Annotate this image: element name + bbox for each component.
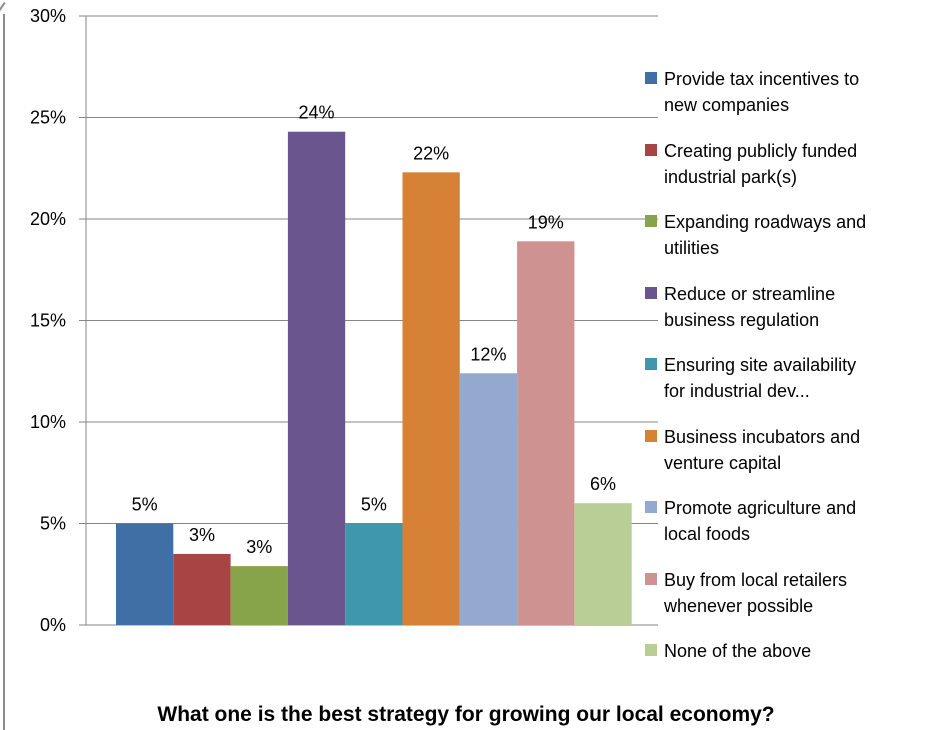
data-label: 3% — [246, 537, 272, 557]
legend-swatch — [645, 143, 657, 156]
y-tick-label: 30% — [30, 6, 66, 26]
legend-item: Reduce or streamline business regulation — [645, 281, 930, 333]
frame-left-border — [3, 14, 5, 730]
legend-label: Expanding roadways and utilities — [664, 212, 867, 258]
bar — [116, 523, 174, 625]
data-label: 22% — [413, 143, 449, 163]
data-labels: 5% 3% 3% 24% 5% 22% 12% 19% 6% — [132, 103, 616, 557]
legend-item: Expanding roadways and utilities — [645, 209, 930, 261]
bar — [402, 172, 460, 625]
legend-label: Business incubators and venture capital — [664, 426, 861, 473]
legend-item: Business incubators and venture capital — [645, 424, 930, 476]
bar — [459, 373, 518, 625]
data-label: 24% — [299, 103, 335, 123]
bar — [287, 131, 346, 625]
legend-swatch — [645, 286, 657, 299]
bar — [517, 241, 575, 625]
legend-swatch — [645, 72, 657, 84]
legend-item: Provide tax incentives to new companies — [645, 66, 930, 118]
bar — [574, 503, 632, 625]
legend-swatch — [645, 215, 657, 227]
y-tick-label: 10% — [30, 412, 66, 432]
legend-swatch — [645, 644, 657, 656]
legend-swatch — [645, 358, 657, 370]
bars — [116, 131, 632, 625]
legend-swatch — [645, 501, 657, 513]
chart-title: What one is the best strategy for growin… — [157, 703, 775, 726]
y-tick-label: 25% — [30, 108, 66, 128]
data-label: 6% — [590, 474, 616, 494]
y-tick-label: 15% — [30, 311, 66, 331]
data-label: 12% — [470, 344, 506, 364]
y-tick-labels: 0% 5% 10% 15% 20% 25% 30% — [30, 6, 66, 635]
legend-item: Ensuring site availability for industria… — [645, 352, 930, 404]
bar — [173, 553, 231, 625]
legend-label: Promote agriculture and local foods — [664, 498, 857, 544]
legend-label: Creating publicly funded industrial park… — [664, 140, 858, 187]
legend-label: None of the above — [664, 641, 812, 661]
y-tick-label: 5% — [40, 514, 66, 534]
data-label: 19% — [528, 212, 564, 232]
legend-swatch — [645, 572, 657, 585]
bar — [345, 523, 403, 625]
y-tick-label: 0% — [40, 615, 66, 635]
legend-item: Buy from local retailers whenever possib… — [645, 567, 930, 619]
data-label: 3% — [189, 525, 215, 545]
legend-item: None of the above — [645, 638, 930, 664]
data-label: 5% — [361, 495, 387, 515]
legend-swatch — [645, 429, 657, 442]
legend-label: Buy from local retailers whenever possib… — [664, 569, 848, 616]
legend-item: Promote agriculture and local foods — [645, 495, 930, 547]
legend-label: Provide tax incentives to new companies — [664, 69, 860, 115]
legend-label: Reduce or streamline business regulation — [664, 283, 836, 330]
legend-item: Creating publicly funded industrial park… — [645, 138, 930, 190]
y-tick-label: 20% — [30, 209, 66, 229]
legend-label: Ensuring site availability for industria… — [664, 355, 857, 401]
bar — [230, 566, 288, 625]
data-label: 5% — [132, 495, 158, 515]
